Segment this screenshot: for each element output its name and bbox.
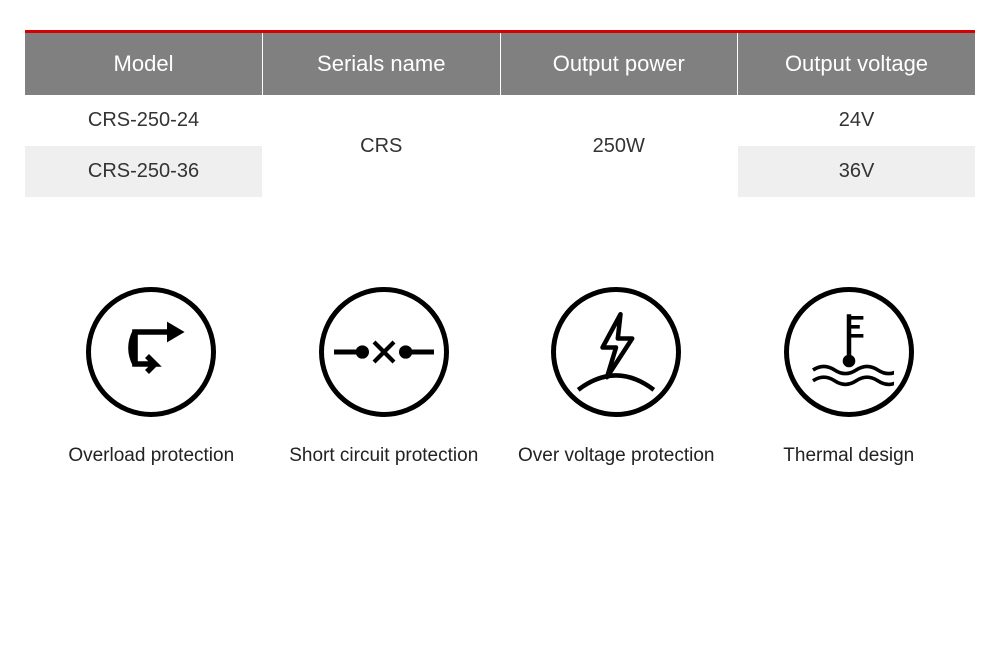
thermal-icon [784,287,914,417]
cell-model: CRS-250-24 [25,95,263,146]
feature-icons-row: Overload protection Short circuit protec… [25,287,975,467]
cell-power: 250W [500,95,738,197]
feature-label: Over voltage protection [518,445,714,467]
feature-overload: Overload protection [40,287,263,467]
col-header-voltage: Output voltage [738,33,976,95]
feature-thermal: Thermal design [737,287,960,467]
overload-icon [86,287,216,417]
feature-over-voltage: Over voltage protection [505,287,728,467]
cell-model: CRS-250-36 [25,146,263,197]
feature-label: Overload protection [68,445,234,467]
feature-short-circuit: Short circuit protection [272,287,495,467]
over-voltage-icon [551,287,681,417]
cell-serials: CRS [263,95,501,197]
cell-voltage: 36V [738,146,976,197]
col-header-model: Model [25,33,263,95]
feature-label: Short circuit protection [289,445,478,467]
short-circuit-icon [319,287,449,417]
table-header-row: Model Serials name Output power Output v… [25,33,975,95]
feature-label: Thermal design [783,445,914,467]
col-header-serials: Serials name [263,33,501,95]
cell-voltage: 24V [738,95,976,146]
table-row: CRS-250-24 CRS 250W 24V [25,95,975,146]
spec-sheet: Model Serials name Output power Output v… [0,0,1000,467]
spec-table: Model Serials name Output power Output v… [25,33,975,197]
col-header-power: Output power [500,33,738,95]
